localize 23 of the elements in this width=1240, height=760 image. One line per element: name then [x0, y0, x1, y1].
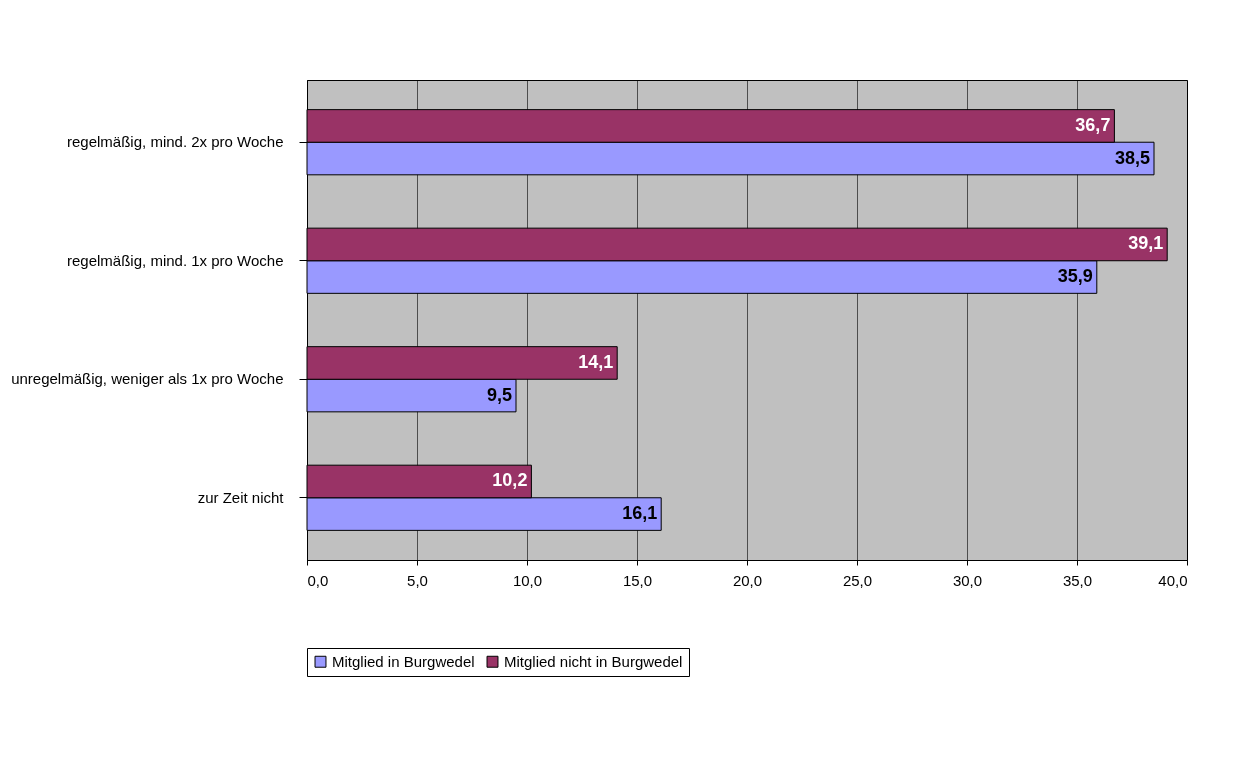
x-tick-label: 25,0 — [842, 571, 873, 589]
y-tick-label: unregelmäßig, weniger als 1x pro Woche — [11, 370, 284, 388]
data-label: 39,1 — [1128, 233, 1164, 254]
x-tick-label: 10,0 — [512, 571, 543, 589]
data-label: 38,5 — [1114, 147, 1150, 168]
data-label: 9,5 — [486, 384, 512, 405]
data-label: 14,1 — [578, 351, 614, 372]
x-tick-label: 35,0 — [1062, 571, 1093, 589]
x-tick-label: 30,0 — [952, 571, 983, 589]
data-label: 35,9 — [1057, 266, 1093, 287]
data-label: 16,1 — [622, 503, 658, 524]
legend-label: Mitglied in Burgwedel — [332, 652, 475, 670]
y-tick-label: zur Zeit nicht — [197, 488, 285, 506]
data-label: 36,7 — [1075, 114, 1111, 135]
x-tick-label: 40,0 — [1158, 571, 1188, 589]
y-tick-label: regelmäßig, mind. 2x pro Woche — [67, 133, 284, 151]
x-tick-label: 5,0 — [407, 571, 428, 589]
legend-label: Mitglied nicht in Burgwedel — [504, 652, 683, 670]
data-label: 10,2 — [492, 470, 528, 491]
x-tick-label: 15,0 — [622, 571, 653, 589]
x-tick-label: 0,0 — [307, 571, 329, 589]
y-tick-label: regelmäßig, mind. 1x pro Woche — [67, 251, 284, 269]
x-tick-label: 20,0 — [732, 571, 763, 589]
